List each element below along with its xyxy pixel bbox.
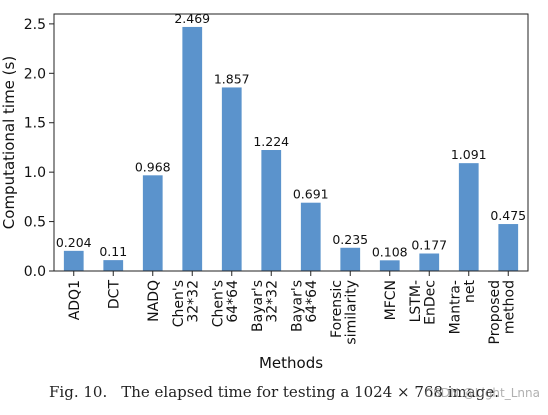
x-tick-label-line: NADQ [146,280,162,322]
x-tick-label-line: MFCN [383,280,399,320]
x-tick-label-adq1: ADQ1 [67,280,83,320]
x-tick-label-line: Bayar's [289,280,305,332]
watermark: CSDN @Light_Lnna [424,386,540,400]
x-tick-label-line: DCT [106,280,122,310]
x-tick-label-line: Proposed [487,280,503,344]
x-tick-label-line: 32*32 [264,280,280,323]
y-tick-label-4: 2.0 [24,66,46,82]
bar-dct [103,260,124,271]
value-label-lstm: 0.177 [411,238,447,253]
x-tick-label-line: Forensic [329,280,345,338]
value-label-adq1: 0.204 [56,235,92,250]
x-tick-label-line: Chen's [210,280,226,327]
x-tick-label-chens-64: Chen's64*64 [210,280,241,327]
bar-lstm [419,253,440,271]
value-label-forensic: 0.235 [332,232,368,247]
x-tick-label-line: EnDec [422,280,438,325]
x-tick-label-line: Mantra- [447,280,463,334]
bar-bayars-32 [261,150,282,271]
y-tick-label-3: 1.5 [24,116,46,132]
bar-chens-64 [221,87,242,272]
bar-adq1 [63,250,84,271]
bar-bayars-64 [300,202,321,271]
x-tick-label-line: method [501,280,517,334]
y-tick-label-5: 2.5 [24,17,46,33]
bar-mfcn [379,260,400,271]
value-label-bayars-32: 1.224 [253,134,289,149]
x-tick-label-line: LSTM- [408,280,424,322]
value-label-chens-64: 1.857 [214,71,250,86]
x-tick-label-line: ADQ1 [67,280,83,320]
bar-chart: 0.204 0.11 0.968 2.469 1.857 1.224 0.691 0.235 0… [0,11,529,372]
x-tick-label-line: 64*64 [304,280,320,323]
x-axis-title: Methods [259,354,323,372]
x-tick-label-bayars-64: Bayar's64*64 [289,280,320,332]
x-tick-label-line: 64*64 [225,280,241,323]
y-tick-label-0: 0.0 [24,264,46,280]
x-tick-label-chens-32: Chen's32*32 [171,280,202,327]
value-label-mfcn: 0.108 [372,244,408,259]
value-label-proposed: 0.475 [490,208,526,223]
y-tick-label-1: 0.5 [24,215,46,231]
bar-mantra [458,163,479,271]
figure-caption: Fig. 10. The elapsed time for testing a 1… [0,383,548,401]
y-axis-title: Computational time (s) [0,56,18,229]
bar-nadq [142,175,163,271]
x-tick-label-forensic: Forensicsimilarity [329,280,360,345]
x-tick-label-line: Bayar's [250,280,266,332]
value-label-chens-32: 2.469 [174,11,210,26]
plot-frame [53,13,529,272]
value-label-bayars-64: 0.691 [293,187,329,202]
bar-proposed [498,224,519,271]
x-tick-label-line: similarity [343,280,359,345]
x-tick-label-line: Chen's [171,280,187,327]
x-tick-label-lstm: LSTM-EnDec [408,280,439,325]
value-label-dct: 0.11 [99,244,127,259]
x-tick-label-proposed: Proposedmethod [487,280,518,344]
y-tick-label-2: 1.0 [24,165,46,181]
x-tick-label-mantra: Mantra-net [447,279,478,334]
x-tick-label-nadq: NADQ [146,280,162,322]
x-tick-label-line: net [462,279,478,302]
x-tick-label-line: 32*32 [185,280,201,323]
bar-chens-32 [182,26,203,271]
value-label-nadq: 0.968 [135,159,171,174]
x-tick-label-mfcn: MFCN [383,280,399,320]
figure-label: Fig. 10. [49,383,108,401]
x-tick-label-dct: DCT [106,280,122,310]
value-label-mantra: 1.091 [451,147,487,162]
bar-forensic [340,247,361,271]
x-tick-label-bayars-32: Bayar's32*32 [250,280,281,332]
figure-caption-text: The elapsed time for testing a 1024 × 76… [121,383,499,401]
